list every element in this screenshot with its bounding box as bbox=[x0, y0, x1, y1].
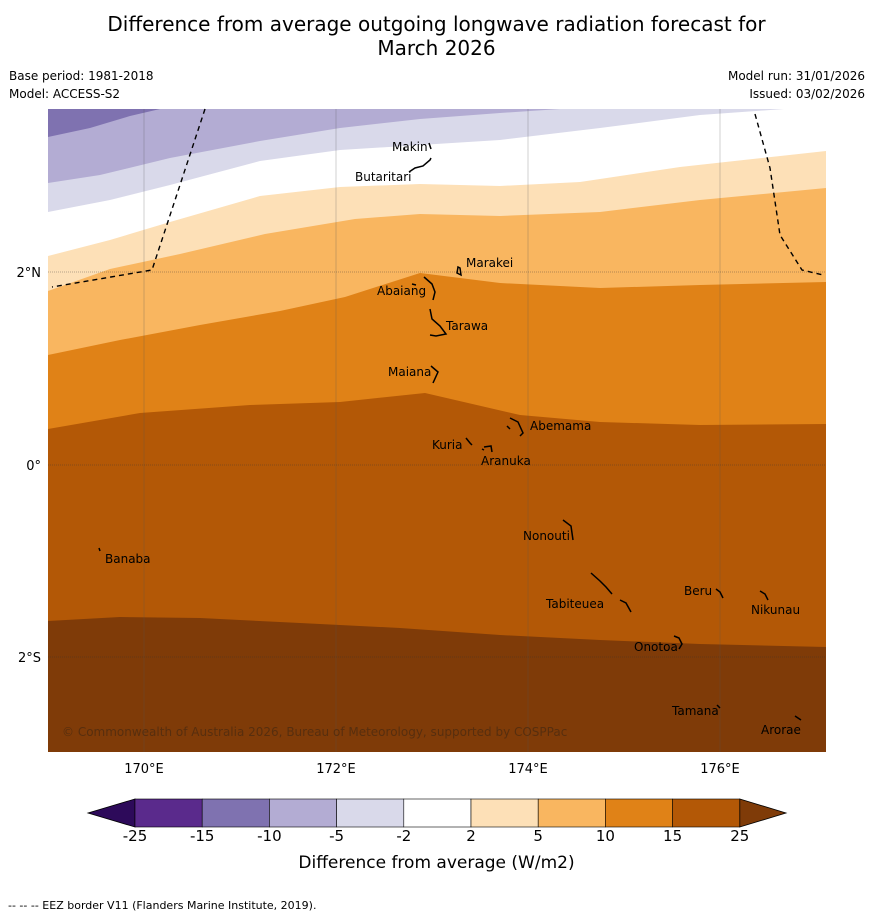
colorbar-segment bbox=[605, 798, 673, 828]
label-beru: Beru bbox=[684, 584, 712, 598]
tick-172e: 172°E bbox=[316, 762, 356, 777]
label-onotoa: Onotoa bbox=[634, 640, 678, 654]
label-butaritari: Butaritari bbox=[355, 170, 412, 184]
island-aranuka bbox=[481, 445, 493, 453]
colorbar-tick-label: 15 bbox=[663, 827, 683, 845]
eez-footnote: -- -- -- EEZ border V11 (Flanders Marine… bbox=[8, 899, 317, 912]
meta-right: Model run: 31/01/2026 Issued: 03/02/2026 bbox=[728, 67, 865, 103]
eez-border-east bbox=[754, 113, 824, 276]
colorbar-title: Difference from average (W/m2) bbox=[298, 853, 575, 873]
island-abaiang bbox=[411, 276, 436, 301]
island-tamana bbox=[716, 704, 721, 709]
island-beru bbox=[715, 588, 724, 599]
island-butaritari bbox=[408, 157, 432, 173]
colorbar-tick-label: -25 bbox=[122, 827, 148, 845]
island-maiana bbox=[430, 365, 439, 384]
islands bbox=[98, 142, 802, 721]
colorbar-tick-label: -2 bbox=[396, 827, 412, 845]
colorbar-segment bbox=[537, 798, 606, 828]
copyright-notice: © Commonwealth of Australia 2026, Bureau… bbox=[62, 725, 567, 739]
label-abemama: Abemama bbox=[530, 419, 591, 433]
colorbar-segment bbox=[470, 798, 539, 828]
label-banaba: Banaba bbox=[105, 552, 151, 566]
tick-176e: 176°E bbox=[700, 762, 740, 777]
label-tabiteuea: Tabiteuea bbox=[545, 597, 604, 611]
colorbar-tick-label: -5 bbox=[329, 827, 345, 845]
label-tamana: Tamana bbox=[671, 704, 719, 718]
tick-174e: 174°E bbox=[508, 762, 548, 777]
island-nikunau bbox=[759, 590, 769, 601]
island-marakei bbox=[456, 265, 462, 277]
island-nonouti bbox=[562, 519, 574, 541]
island-abemama bbox=[506, 417, 524, 437]
island-tabiteuea bbox=[590, 572, 632, 613]
issued-date: Issued: 03/02/2026 bbox=[749, 87, 865, 101]
colorbar-tick-label: 2 bbox=[466, 827, 476, 845]
band-minus15-minus10 bbox=[48, 109, 160, 137]
lon-tick-labels: 170°E 172°E 174°E 176°E bbox=[124, 762, 740, 777]
lat-gridlines bbox=[48, 271, 826, 658]
map-title: Difference from average outgoing longwav… bbox=[0, 12, 873, 60]
eez-border bbox=[51, 108, 824, 288]
colorbar-segment bbox=[134, 798, 203, 828]
colorbar-tick-label: -15 bbox=[189, 827, 215, 845]
model-run: Model run: 31/01/2026 bbox=[727, 69, 865, 83]
colorbar-tick-label: 25 bbox=[730, 827, 750, 845]
island-onotoa bbox=[673, 635, 683, 650]
label-tarawa: Tarawa bbox=[445, 319, 488, 333]
label-maiana: Maiana bbox=[388, 365, 431, 379]
label-abaiang: Abaiang bbox=[377, 284, 426, 298]
model-name: Model: ACCESS-S2 bbox=[9, 87, 121, 101]
label-aranuka: Aranuka bbox=[481, 454, 531, 468]
meta-left: Base period: 1981-2018 Model: ACCESS-S2 bbox=[9, 67, 154, 103]
colorbar-segment bbox=[403, 798, 472, 828]
colorbar-arrow-high bbox=[739, 798, 788, 828]
tick-170e: 170°E bbox=[124, 762, 164, 777]
label-nonouti: Nonouti bbox=[523, 529, 570, 543]
label-makin: Makin bbox=[392, 140, 428, 154]
contour-fills bbox=[48, 109, 826, 752]
tick-2s: 2°S bbox=[18, 651, 41, 666]
gridlines bbox=[143, 109, 721, 752]
title-line-2: March 2026 bbox=[377, 36, 496, 60]
colorbar-segment bbox=[336, 798, 405, 828]
colorbar-tick-label: 5 bbox=[533, 827, 543, 845]
island-makin bbox=[403, 142, 432, 151]
colorbar-tick-label: -10 bbox=[257, 827, 282, 845]
island-kuria bbox=[465, 437, 473, 446]
colorbar bbox=[86, 798, 788, 828]
label-marakei: Marakei bbox=[466, 256, 513, 270]
title-line-1: Difference from average outgoing longwav… bbox=[107, 12, 766, 36]
eez-border-west bbox=[51, 108, 206, 288]
band-minus10-minus5 bbox=[48, 109, 560, 183]
colorbar-arrow-low bbox=[86, 798, 136, 828]
place-labels: Makin Butaritari Marakei Abaiang Tarawa … bbox=[105, 140, 801, 737]
label-kuria: Kuria bbox=[432, 438, 463, 452]
colorbar-tick-label: 10 bbox=[595, 827, 615, 845]
label-arorae: Arorae bbox=[761, 723, 801, 737]
label-nikunau: Nikunau bbox=[751, 603, 800, 617]
island-banaba bbox=[98, 547, 101, 552]
colorbar-segment bbox=[672, 798, 741, 828]
colorbar-segment bbox=[269, 798, 337, 828]
tick-0: 0° bbox=[26, 459, 41, 474]
tick-2n: 2°N bbox=[17, 266, 42, 281]
island-arorae bbox=[794, 715, 802, 721]
colorbar-segment bbox=[201, 798, 270, 828]
base-period: Base period: 1981-2018 bbox=[9, 69, 154, 83]
island-tarawa bbox=[429, 308, 448, 337]
lat-tick-labels: 2°N 0° 2°S bbox=[17, 266, 42, 666]
